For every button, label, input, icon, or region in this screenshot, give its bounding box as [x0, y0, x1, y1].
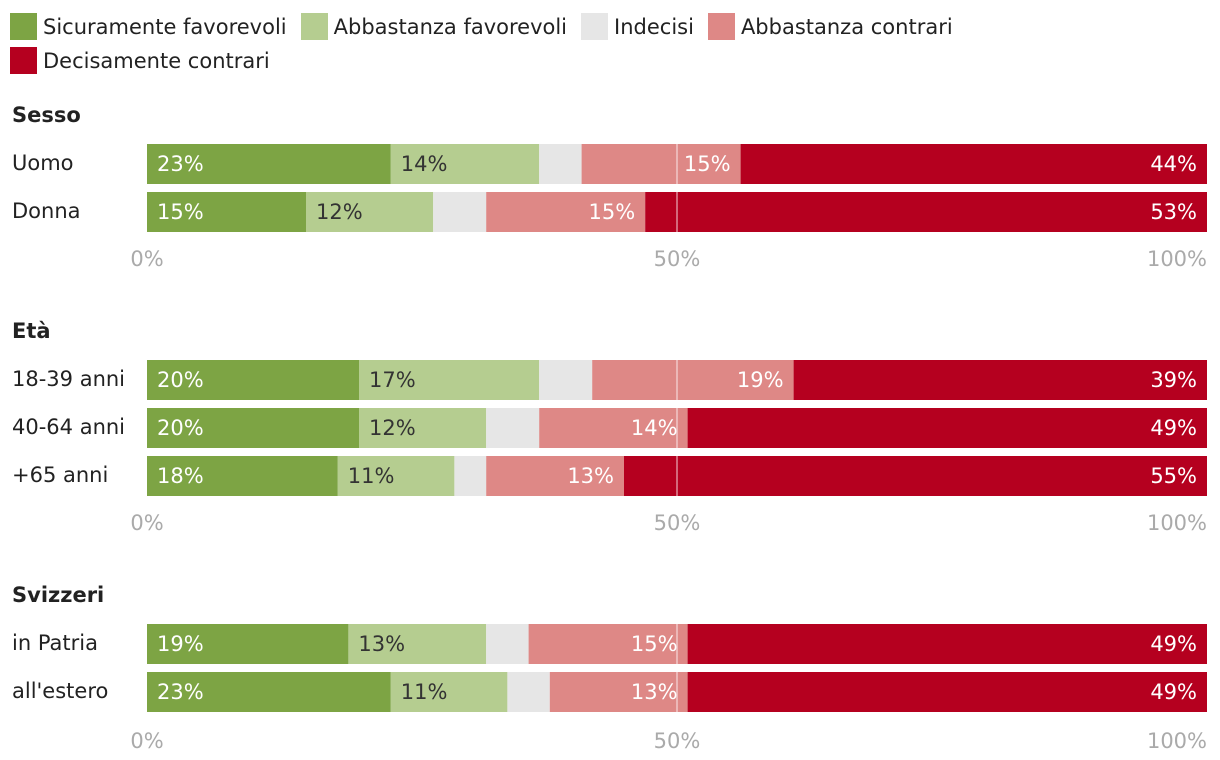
value-label: 11% — [401, 680, 448, 704]
bar-segment — [592, 360, 794, 400]
bar-segment — [624, 456, 1207, 496]
value-label: 12% — [369, 416, 416, 440]
tick-label: 50% — [654, 511, 701, 535]
bar-segment — [348, 624, 487, 664]
row-label: Donna — [12, 199, 81, 223]
value-label: 20% — [157, 416, 204, 440]
bar-segment — [645, 192, 1207, 232]
legend-swatch — [707, 13, 735, 40]
value-label: 17% — [369, 368, 416, 392]
bar-segment — [581, 144, 741, 184]
value-label: 15% — [684, 152, 731, 176]
value-label: 18% — [157, 464, 204, 488]
legend-item: Indecisi — [581, 10, 694, 44]
legend-item: Abbastanza contrari — [707, 10, 953, 44]
value-label: 19% — [737, 368, 784, 392]
tick-label: 100% — [1147, 511, 1207, 535]
legend-label: Abbastanza contrari — [740, 15, 953, 39]
group-title: Sesso — [12, 103, 81, 127]
legend-item: Decisamente contrari — [10, 44, 270, 78]
row-label: +65 anni — [12, 463, 108, 487]
tick-label: 100% — [1147, 247, 1207, 271]
bar-segment — [507, 672, 550, 712]
value-label: 55% — [1150, 464, 1197, 488]
value-label: 20% — [157, 368, 204, 392]
bar-segment — [359, 360, 540, 400]
bar-segment — [486, 192, 646, 232]
bar-segment — [147, 672, 391, 712]
legend-label: Abbastanza favorevoli — [333, 15, 568, 39]
value-label: 15% — [631, 632, 678, 656]
bar-segment — [454, 456, 487, 496]
legend-swatch — [10, 13, 37, 40]
bar-segment — [306, 192, 434, 232]
bar-segment — [793, 360, 1207, 400]
bar-segment — [147, 360, 359, 400]
value-label: 23% — [157, 680, 204, 704]
bar-segment — [740, 144, 1207, 184]
bar-segment — [549, 672, 688, 712]
value-label: 49% — [1150, 632, 1197, 656]
value-label: 49% — [1150, 416, 1197, 440]
bar-segment — [539, 408, 688, 448]
value-label: 15% — [589, 200, 636, 224]
legend-item: Sicuramente favorevoli — [10, 10, 287, 44]
bar-segment — [147, 144, 391, 184]
bar-segment — [390, 672, 508, 712]
bar-segment — [687, 624, 1207, 664]
tick-label: 0% — [130, 247, 163, 271]
value-label: 14% — [631, 416, 678, 440]
row-label: Uomo — [12, 151, 74, 175]
tick-label: 50% — [654, 247, 701, 271]
legend-item: Abbastanza favorevoli — [300, 10, 568, 44]
tick-label: 0% — [130, 511, 163, 535]
bar-segment — [486, 624, 529, 664]
bar-segment — [359, 408, 487, 448]
row-label: 40-64 anni — [12, 415, 125, 439]
value-label: 44% — [1150, 152, 1197, 176]
value-label: 23% — [157, 152, 204, 176]
bar-segment — [147, 408, 359, 448]
bar-segment — [528, 624, 688, 664]
legend-swatch — [581, 13, 609, 40]
value-label: 14% — [401, 152, 448, 176]
bar-segment — [147, 456, 338, 496]
row-label: 18-39 anni — [12, 367, 125, 391]
value-label: 15% — [157, 200, 204, 224]
bar-segment — [390, 144, 540, 184]
value-label: 19% — [157, 632, 204, 656]
group-title: Età — [12, 319, 51, 343]
legend-swatch — [300, 13, 328, 40]
value-label: 12% — [316, 200, 363, 224]
legend-label: Sicuramente favorevoli — [43, 15, 287, 39]
tick-label: 0% — [130, 729, 163, 753]
value-label: 13% — [567, 464, 614, 488]
value-label: 49% — [1150, 680, 1197, 704]
value-label: 11% — [348, 464, 395, 488]
legend-label: Decisamente contrari — [43, 49, 270, 73]
tick-label: 100% — [1147, 729, 1207, 753]
legend-label: Indecisi — [614, 15, 694, 39]
bar-segment — [147, 192, 306, 232]
bar-segment — [687, 408, 1207, 448]
tick-label: 50% — [654, 729, 701, 753]
row-label: all'estero — [12, 679, 108, 703]
bar-segment — [337, 456, 455, 496]
value-label: 13% — [631, 680, 678, 704]
legend-swatch — [10, 47, 37, 74]
value-label: 53% — [1150, 200, 1197, 224]
bar-segment — [539, 360, 593, 400]
chart-legend: Sicuramente favorevoli Abbastanza favorev… — [10, 10, 1200, 78]
bar-segment — [687, 672, 1207, 712]
value-label: 39% — [1150, 368, 1197, 392]
bar-segment — [486, 408, 540, 448]
bar-segment — [147, 624, 349, 664]
value-label: 13% — [358, 632, 405, 656]
row-label: in Patria — [12, 631, 98, 655]
bar-segment — [539, 144, 582, 184]
group-title: Svizzeri — [12, 583, 104, 607]
bar-segment — [486, 456, 624, 496]
bar-segment — [433, 192, 487, 232]
